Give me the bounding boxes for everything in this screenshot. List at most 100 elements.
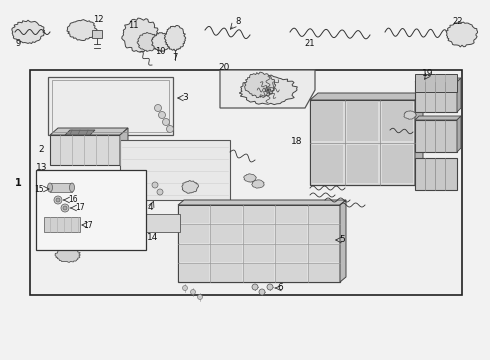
Polygon shape: [245, 72, 276, 98]
Polygon shape: [182, 181, 198, 193]
Polygon shape: [310, 100, 415, 185]
Bar: [211, 244, 242, 262]
Text: 20: 20: [218, 63, 229, 72]
Bar: [36, 170, 146, 250]
Circle shape: [56, 198, 60, 202]
Bar: [179, 225, 209, 243]
Ellipse shape: [70, 183, 74, 192]
Circle shape: [152, 182, 158, 188]
Circle shape: [197, 294, 202, 300]
Bar: [415, 120, 457, 152]
Bar: [211, 264, 242, 281]
Bar: [347, 102, 378, 140]
Bar: [312, 144, 343, 183]
Text: 21: 21: [305, 39, 315, 48]
Ellipse shape: [48, 183, 52, 192]
Bar: [140, 214, 180, 232]
Bar: [382, 144, 413, 183]
Circle shape: [252, 284, 258, 290]
Bar: [244, 244, 274, 262]
Text: 11: 11: [128, 21, 138, 30]
Circle shape: [259, 289, 265, 295]
Polygon shape: [50, 128, 128, 135]
Text: 19: 19: [422, 69, 434, 78]
Polygon shape: [252, 180, 264, 188]
Circle shape: [182, 285, 188, 291]
Text: 22: 22: [453, 18, 463, 27]
Bar: [276, 206, 307, 223]
Text: 9: 9: [15, 40, 21, 49]
Circle shape: [61, 204, 69, 212]
Polygon shape: [65, 130, 95, 135]
Polygon shape: [178, 200, 346, 205]
Circle shape: [157, 189, 163, 195]
Bar: [211, 206, 242, 223]
Bar: [92, 30, 102, 38]
Bar: [179, 244, 209, 262]
Bar: [415, 158, 457, 190]
Polygon shape: [12, 20, 45, 44]
Polygon shape: [67, 20, 97, 41]
Polygon shape: [44, 217, 80, 232]
Polygon shape: [120, 140, 230, 200]
Text: 14: 14: [147, 234, 159, 243]
Text: 1: 1: [15, 177, 22, 188]
Polygon shape: [340, 200, 346, 282]
Text: 7: 7: [172, 54, 178, 63]
Circle shape: [154, 104, 162, 112]
Polygon shape: [244, 174, 256, 183]
Bar: [309, 206, 339, 223]
Polygon shape: [457, 116, 461, 152]
Text: 8: 8: [235, 18, 241, 27]
Bar: [309, 264, 339, 281]
Polygon shape: [178, 205, 340, 282]
Polygon shape: [404, 111, 416, 119]
Bar: [309, 244, 339, 262]
Polygon shape: [120, 128, 128, 165]
Bar: [276, 264, 307, 281]
Bar: [244, 206, 274, 223]
Polygon shape: [137, 32, 158, 51]
Text: 12: 12: [93, 15, 103, 24]
Text: 17: 17: [83, 220, 93, 230]
Circle shape: [267, 284, 273, 290]
Bar: [382, 102, 413, 140]
Bar: [179, 206, 209, 223]
Bar: [52, 80, 169, 132]
Polygon shape: [415, 78, 461, 82]
Bar: [211, 225, 242, 243]
Polygon shape: [457, 78, 461, 112]
Text: 13: 13: [36, 162, 48, 171]
Circle shape: [167, 126, 173, 132]
Polygon shape: [55, 248, 80, 262]
Bar: [30, 70, 462, 295]
Polygon shape: [122, 18, 158, 52]
Polygon shape: [415, 93, 423, 185]
Bar: [309, 225, 339, 243]
Polygon shape: [151, 32, 172, 51]
Text: 15: 15: [34, 184, 44, 194]
Bar: [415, 82, 457, 112]
Bar: [50, 183, 72, 192]
Polygon shape: [239, 75, 297, 105]
Polygon shape: [415, 116, 461, 120]
Text: 16: 16: [68, 195, 77, 204]
Polygon shape: [50, 135, 120, 165]
Bar: [347, 144, 378, 183]
Bar: [415, 74, 457, 92]
Text: 4: 4: [147, 203, 153, 212]
Polygon shape: [310, 93, 423, 100]
Polygon shape: [446, 21, 478, 47]
Bar: [276, 244, 307, 262]
Text: 6: 6: [277, 284, 283, 292]
Circle shape: [163, 118, 170, 126]
Text: 10: 10: [155, 48, 165, 57]
Bar: [276, 225, 307, 243]
Bar: [179, 264, 209, 281]
Bar: [244, 225, 274, 243]
Bar: [48, 77, 173, 135]
Polygon shape: [220, 70, 315, 108]
Circle shape: [54, 196, 62, 204]
Circle shape: [63, 206, 67, 210]
Bar: [312, 102, 343, 140]
